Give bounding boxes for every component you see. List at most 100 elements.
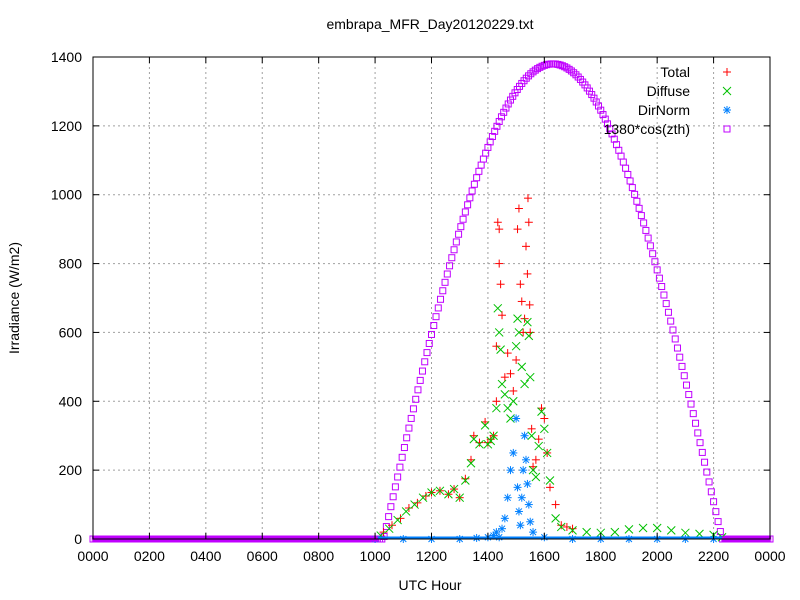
data-point xyxy=(527,424,536,433)
data-point xyxy=(393,515,403,525)
data-point xyxy=(519,466,528,475)
data-point xyxy=(513,483,522,492)
model-point xyxy=(685,391,693,399)
model-point xyxy=(457,223,465,231)
data-point xyxy=(526,328,535,337)
data-point xyxy=(469,431,478,440)
x-tick-label: 1200 xyxy=(416,548,447,564)
y-axis-label: Irradiance (W/m2) xyxy=(6,242,22,354)
y-tick-label: 200 xyxy=(59,462,83,478)
model-point xyxy=(705,478,713,486)
data-point xyxy=(534,441,544,451)
model-point xyxy=(522,74,530,82)
model-point xyxy=(572,71,580,79)
data-point xyxy=(540,414,549,423)
model-point xyxy=(385,513,393,521)
model-point xyxy=(488,133,496,141)
x-tick-label: 1600 xyxy=(529,548,560,564)
series-cross xyxy=(376,303,727,542)
legend-label: Diffuse xyxy=(647,83,691,99)
model-point xyxy=(382,523,390,531)
data-point xyxy=(527,431,536,441)
data-point xyxy=(496,345,505,354)
data-point xyxy=(537,407,546,416)
data-point xyxy=(492,403,501,413)
model-point xyxy=(443,270,451,278)
data-point xyxy=(509,448,518,457)
x-tick-label: 2000 xyxy=(642,548,673,564)
model-point xyxy=(597,106,605,114)
data-point xyxy=(475,439,484,449)
data-point xyxy=(638,523,648,533)
model-point xyxy=(416,376,424,384)
data-point xyxy=(495,259,504,268)
model-point xyxy=(421,358,429,366)
data-point xyxy=(523,194,532,203)
model-point xyxy=(680,372,688,380)
model-point xyxy=(710,498,718,506)
model-point xyxy=(500,108,508,116)
model-point xyxy=(689,410,697,418)
data-point xyxy=(410,500,419,509)
model-point xyxy=(594,102,602,110)
data-point xyxy=(508,396,518,406)
data-point xyxy=(500,373,509,382)
model-point xyxy=(504,100,512,108)
data-point xyxy=(525,372,535,382)
y-tick-label: 600 xyxy=(59,324,83,340)
data-point xyxy=(492,528,501,537)
data-point xyxy=(517,362,527,372)
legend-label: DirNorm xyxy=(638,102,690,118)
x-tick-label: 0000 xyxy=(77,548,108,564)
x-tick-label: 1000 xyxy=(360,548,391,564)
model-point xyxy=(470,180,478,188)
data-point xyxy=(503,349,512,358)
model-point xyxy=(486,138,494,146)
data-point xyxy=(624,525,634,534)
y-tick-label: 0 xyxy=(74,531,82,547)
data-point xyxy=(506,466,515,475)
model-point xyxy=(509,92,517,100)
model-point xyxy=(707,488,715,496)
model-point xyxy=(664,308,672,316)
model-point xyxy=(703,468,711,476)
data-point xyxy=(493,303,503,313)
y-tick-label: 800 xyxy=(59,256,83,272)
model-point xyxy=(669,326,677,334)
data-point xyxy=(531,455,540,464)
model-point xyxy=(430,322,438,330)
data-point xyxy=(545,483,554,492)
x-tick-label: 2200 xyxy=(698,548,729,564)
model-point xyxy=(628,184,636,192)
data-point xyxy=(516,521,525,530)
y-tick-label: 400 xyxy=(59,393,83,409)
model-point xyxy=(619,158,627,166)
data-point xyxy=(529,528,538,537)
model-point xyxy=(432,313,440,321)
model-point xyxy=(414,386,422,394)
model-point xyxy=(683,381,691,389)
model-point xyxy=(662,300,670,308)
legend-label: Total xyxy=(660,64,690,80)
legend-marker xyxy=(723,106,731,114)
legend-marker xyxy=(723,68,731,76)
data-point xyxy=(528,465,538,475)
legend-label: 1380*cos(zth) xyxy=(604,121,690,137)
model-point xyxy=(617,152,625,160)
model-point xyxy=(455,230,463,238)
model-point xyxy=(694,429,702,437)
model-point xyxy=(696,439,704,447)
model-point xyxy=(592,98,600,106)
data-point xyxy=(542,448,552,458)
data-point xyxy=(523,479,532,488)
x-tick-label: 0800 xyxy=(303,548,334,564)
model-point xyxy=(475,167,483,175)
data-point xyxy=(534,435,543,444)
series-star xyxy=(371,414,718,543)
model-point xyxy=(633,197,641,205)
model-point xyxy=(491,127,499,135)
legend-marker xyxy=(722,86,732,96)
data-point xyxy=(529,462,538,471)
model-point xyxy=(678,362,686,370)
data-point xyxy=(539,424,549,434)
